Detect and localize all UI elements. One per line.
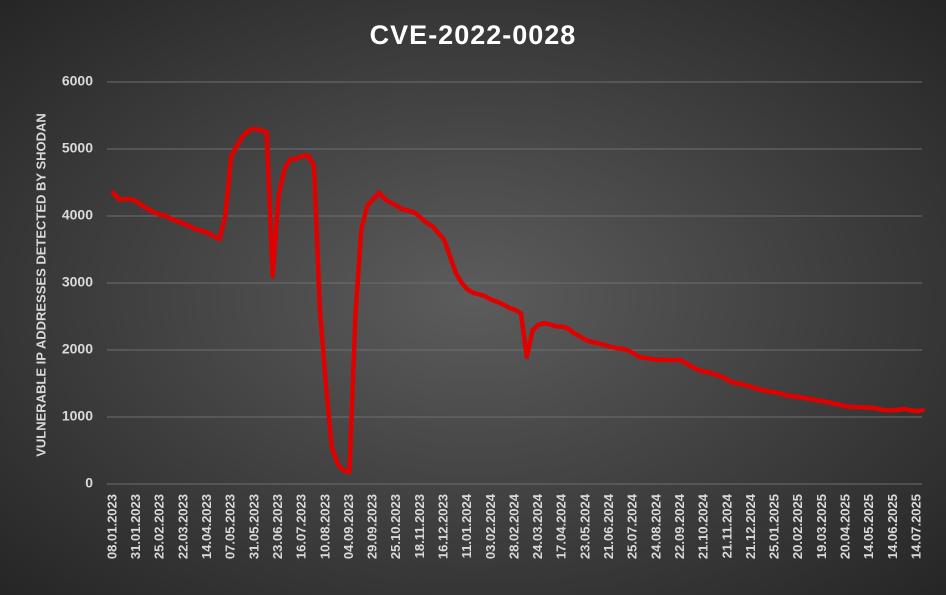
data-line: [110, 126, 926, 475]
x-tick-label: 16.12.2023: [435, 494, 450, 559]
y-tick-label: 1000: [62, 408, 93, 424]
x-tick-label: 23.06.2023: [270, 494, 285, 559]
y-tick-label: 3000: [62, 274, 93, 290]
x-tick-label: 24.08.2024: [648, 493, 663, 559]
x-tick-label: 14.05.2025: [861, 494, 876, 559]
x-tick-label: 14.04.2023: [199, 494, 214, 559]
plot: [110, 126, 926, 475]
y-tick-label: 2000: [62, 341, 93, 357]
x-tick-label: 24.03.2024: [530, 493, 545, 559]
x-tick-label: 31.05.2023: [246, 494, 261, 559]
y-tick-label: 0: [85, 475, 93, 491]
x-tick-label: 21.11.2024: [719, 493, 734, 558]
x-tick-label: 14.06.2025: [885, 494, 900, 559]
x-tick-label: 17.04.2024: [554, 493, 569, 559]
x-tick-label: 14.07.2025: [908, 494, 923, 559]
x-tick-label: 07.05.2023: [223, 494, 238, 559]
x-tick-label: 10.08.2023: [317, 494, 332, 559]
x-tick-label: 08.01.2023: [104, 494, 119, 559]
x-tick-label: 23.05.2024: [577, 493, 592, 559]
x-tick-label: 25.10.2023: [388, 494, 403, 559]
x-tick-label: 16.07.2023: [294, 494, 309, 559]
x-tick-label: 25.02.2023: [152, 494, 167, 559]
x-tick-label: 03.02.2024: [483, 493, 498, 559]
grid: 0 1000 2000 3000 4000 5000 6000 08.01.2023 31.01…: [62, 73, 924, 559]
x-tick-label: 25.07.2024: [625, 493, 640, 559]
x-tick-label: 29.09.2023: [365, 494, 380, 559]
x-tick-label: 04.09.2023: [341, 494, 356, 559]
x-tick-label: 31.01.2023: [128, 494, 143, 559]
y-tick-label: 5000: [62, 140, 93, 156]
x-tick-label: 20.04.2025: [837, 494, 852, 559]
x-tick-label: 21.10.2024: [696, 493, 711, 559]
x-tick-label: 21.06.2024: [601, 493, 616, 559]
x-tick-label: 25.01.2025: [767, 494, 782, 559]
x-tick-label: 28.02.2024: [506, 493, 521, 559]
chart-title: CVE-2022-0028: [370, 20, 577, 50]
x-tick-label: 20.02.2025: [790, 494, 805, 559]
x-tick-label: 21.12.2024: [743, 493, 758, 559]
y-tick-label: 4000: [62, 207, 93, 223]
x-tick-label: 18.11.2023: [412, 494, 427, 558]
y-axis-label: VULNERABLE IP ADDRESSES DETECTED BY SHOD…: [33, 113, 48, 457]
x-tick-label: 22.03.2023: [175, 494, 190, 559]
y-tick-label: 6000: [62, 73, 93, 89]
x-tick-label: 22.09.2024: [672, 493, 687, 559]
x-tick-label: 11.01.2024: [459, 493, 474, 558]
x-tick-label: 19.03.2025: [814, 494, 829, 559]
